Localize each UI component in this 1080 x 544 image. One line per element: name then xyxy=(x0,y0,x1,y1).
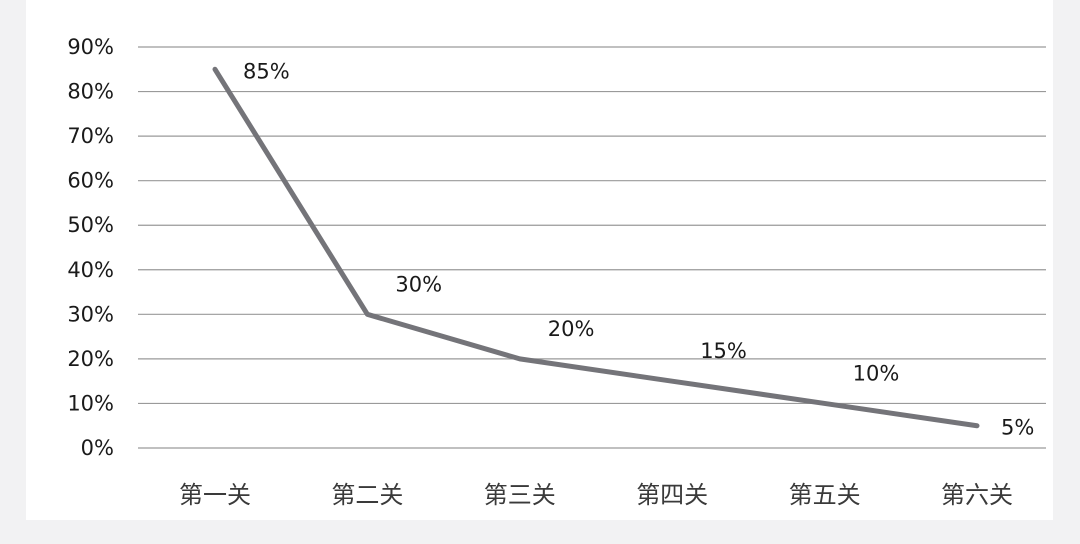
y-tick-label: 0% xyxy=(81,436,114,460)
y-tick-label: 20% xyxy=(67,347,114,371)
data-label: 10% xyxy=(853,361,900,385)
x-tick-label: 第六关 xyxy=(941,481,1013,509)
data-label: 85% xyxy=(243,59,290,83)
x-tick-label: 第三关 xyxy=(484,481,556,509)
chart-frame xyxy=(26,0,1053,520)
x-tick-label: 第二关 xyxy=(331,481,403,509)
x-tick-label: 第五关 xyxy=(789,481,861,509)
y-tick-label: 10% xyxy=(67,391,114,415)
y-tick-label: 60% xyxy=(67,169,114,193)
series-line xyxy=(212,66,980,429)
x-tick-label: 第一关 xyxy=(179,481,251,509)
y-axis-ticks: 0% 10% 20% 30% 40% 50% 60% 70% 80% 90% xyxy=(67,35,114,460)
x-axis-ticks: 第一关 第二关 第三关 第四关 第五关 第六关 xyxy=(179,481,1013,509)
data-label: 5% xyxy=(1001,416,1034,440)
y-tick-label: 40% xyxy=(67,258,114,282)
x-tick-label: 第四关 xyxy=(636,481,708,509)
y-tick-label: 50% xyxy=(67,213,114,237)
y-tick-label: 30% xyxy=(67,302,114,326)
data-label: 15% xyxy=(700,339,747,363)
y-tick-label: 70% xyxy=(67,124,114,148)
data-label: 20% xyxy=(548,317,595,341)
data-labels: 85% 30% 20% 15% 10% 5% xyxy=(243,59,1034,439)
gridlines xyxy=(138,46,1046,449)
series-group xyxy=(212,66,980,429)
y-tick-label: 80% xyxy=(67,80,114,104)
data-label: 30% xyxy=(395,272,442,296)
y-tick-label: 90% xyxy=(67,35,114,59)
